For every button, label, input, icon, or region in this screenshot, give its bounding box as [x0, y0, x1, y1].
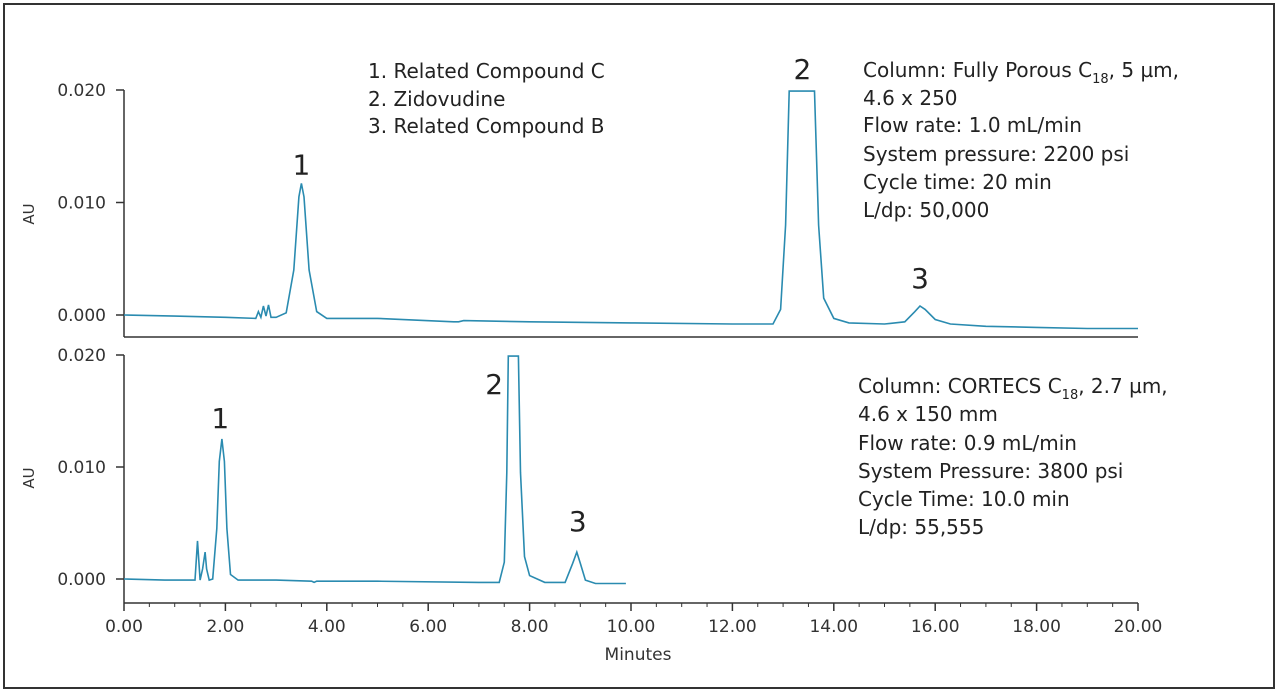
top-panel: 0.000 0.010 0.020 AU 1 2 3 1. Related Compou…	[20, 53, 1179, 338]
legend-item-3: 3. Related Compound B	[368, 114, 605, 138]
bottom-y-tick-label: 0.020	[57, 346, 106, 366]
top-y-tick-label: 0.020	[57, 81, 106, 101]
bottom-peak-labels: 1 2 3	[211, 368, 586, 538]
top-flow-rate: Flow rate: 1.0 mL/min	[863, 113, 1082, 137]
bottom-column-subscript: 18	[1062, 388, 1079, 403]
x-axis-title: Minutes	[605, 645, 672, 665]
top-conditions: Column: Fully Porous C18, 5 µm, 4.6 x 25…	[863, 58, 1179, 222]
x-ticks: 0.00 2.00 4.00 6.00 8.00 10.00 12.00 14.00 16.00…	[105, 603, 1162, 637]
x-tick-label: 20.00	[1114, 617, 1163, 637]
top-peak-label-2: 2	[793, 53, 811, 86]
bottom-chromatogram-trace	[123, 355, 626, 585]
legend-item-1: 1. Related Compound C	[368, 59, 605, 83]
x-tick-label: 10.00	[607, 617, 656, 637]
bottom-ldp: L/dp: 55,555	[858, 515, 984, 539]
top-column-line: Column: Fully Porous C18, 5 µm,	[863, 58, 1179, 87]
top-column-subscript: 18	[1092, 72, 1109, 87]
figure-frame	[3, 3, 1275, 689]
top-y-tick-label: 0.000	[57, 306, 106, 326]
top-y-axis-title: AU	[20, 203, 38, 224]
x-tick-label: 16.00	[911, 617, 960, 637]
top-column-prefix: Column: Fully Porous C	[863, 58, 1092, 82]
top-y-ticks: 0.000 0.010 0.020	[57, 81, 124, 326]
top-peak-label-1: 1	[293, 148, 311, 181]
top-column-suffix: , 5 µm,	[1109, 58, 1179, 82]
bottom-system-pressure: System Pressure: 3800 psi	[858, 459, 1123, 483]
bottom-peak-label-2: 2	[485, 368, 503, 401]
bottom-y-tick-label: 0.010	[57, 458, 106, 478]
top-chromatogram-trace	[123, 90, 1138, 330]
top-column-dimensions: 4.6 x 250	[863, 86, 958, 110]
legend-item-2: 2. Zidovudine	[368, 87, 505, 111]
legend: 1. Related Compound C 2. Zidovudine 3. R…	[368, 59, 605, 138]
top-cycle-time: Cycle time: 20 min	[863, 170, 1052, 194]
bottom-y-ticks: 0.000 0.010 0.020	[57, 346, 124, 590]
bottom-column-prefix: Column: CORTECS C	[858, 374, 1062, 398]
top-system-pressure: System pressure: 2200 psi	[863, 142, 1129, 166]
x-tick-label: 14.00	[809, 617, 858, 637]
bottom-y-tick-label: 0.000	[57, 570, 106, 590]
x-tick-label: 6.00	[409, 617, 447, 637]
bottom-column-line: Column: CORTECS C18, 2.7 µm,	[858, 374, 1168, 403]
x-tick-label: 0.00	[105, 617, 143, 637]
top-ldp: L/dp: 50,000	[863, 198, 989, 222]
bottom-column-dimensions: 4.6 x 150 mm	[858, 402, 998, 426]
bottom-cycle-time: Cycle Time: 10.0 min	[858, 487, 1070, 511]
bottom-peak-label-1: 1	[211, 402, 229, 435]
top-peak-labels: 1 2 3	[293, 53, 929, 295]
top-peak-label-3: 3	[911, 262, 929, 295]
bottom-peak-label-3: 3	[569, 505, 587, 538]
bottom-flow-rate: Flow rate: 0.9 mL/min	[858, 431, 1077, 455]
bottom-y-axis-title: AU	[20, 467, 38, 488]
bottom-column-suffix: , 2.7 µm,	[1078, 374, 1167, 398]
x-tick-label: 2.00	[206, 617, 244, 637]
x-tick-label: 8.00	[511, 617, 549, 637]
x-tick-label: 12.00	[708, 617, 757, 637]
bottom-conditions: Column: CORTECS C18, 2.7 µm, 4.6 x 150 m…	[858, 374, 1168, 539]
top-y-tick-label: 0.010	[57, 194, 106, 214]
x-tick-label: 4.00	[308, 617, 346, 637]
x-tick-label: 18.00	[1012, 617, 1061, 637]
